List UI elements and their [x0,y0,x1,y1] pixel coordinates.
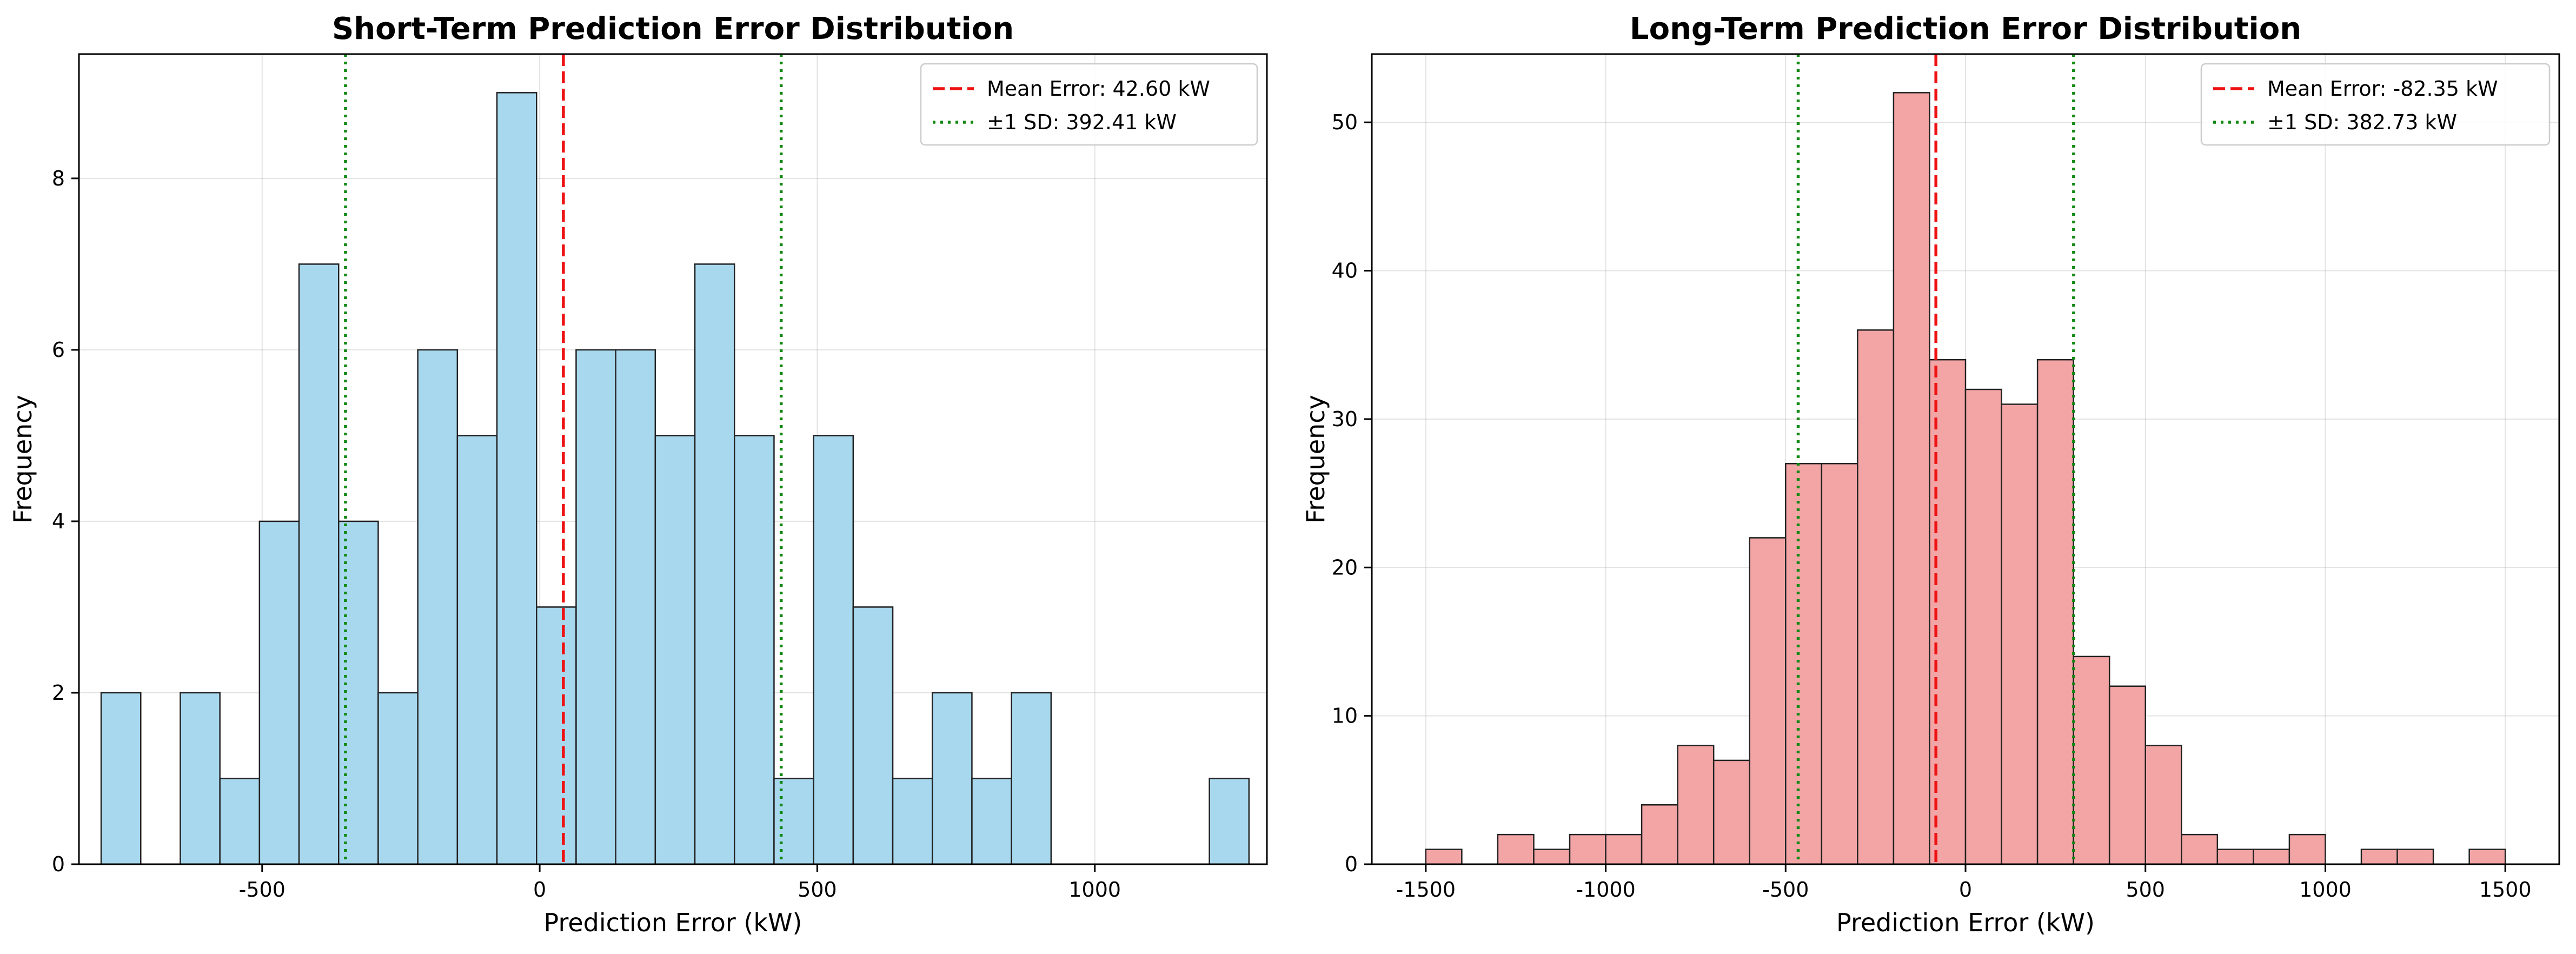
histogram-bar [2216,849,2254,865]
histogram-bar [1497,833,1535,865]
histogram-bar [1857,329,1895,865]
histogram-bar [2145,745,2182,865]
histogram-bar [734,435,775,865]
legend-sd-label: ±1 SD: 382.73 kW [2267,110,2457,134]
y-tick-label: 0 [52,852,65,876]
y-tick-label: 50 [1332,110,1358,134]
y-tick-label: 4 [52,509,65,533]
x-axis-label: Prediction Error (kW) [544,908,802,937]
chart-panel-2: Long-Term Prediction Error Distribution -… [1301,11,2560,937]
histogram-bar [417,349,459,865]
x-tick-label: -500 [239,878,286,902]
histogram-bar [654,435,696,865]
histogram-bar [1209,778,1250,865]
histogram-bar [694,263,735,865]
y-axis-label: Frequency [8,395,37,524]
y-tick-label: 30 [1332,407,1358,431]
legend: Mean Error: 42.60 kW ±1 SD: 392.41 kW [920,63,1258,146]
x-tick-label: -1000 [1576,878,1635,902]
histogram-bar [1749,537,1787,865]
x-axis-label: Prediction Error (kW) [1836,908,2095,937]
histogram-bar [931,692,973,865]
histogram-bar [2288,833,2326,865]
legend-mean-label: Mean Error: 42.60 kW [987,77,1210,101]
histogram-bar [2360,849,2398,865]
histogram-bar [180,692,221,865]
chart-title: Short-Term Prediction Error Distribution [332,11,1014,47]
x-tick-label: 500 [2126,878,2165,902]
histogram-bar [2108,685,2146,865]
y-tick-label: 20 [1332,555,1358,579]
legend-sd-label: ±1 SD: 392.41 kW [987,110,1177,134]
x-tick-label: 500 [798,878,837,902]
y-tick-label: 2 [52,681,65,705]
histogram-bar [1785,462,1823,865]
histogram-bar [1425,849,1463,865]
y-tick-label: 0 [1345,852,1358,876]
histogram-bar [1605,833,1643,865]
histogram-bar [971,778,1012,865]
chart-panel-1: Short-Term Prediction Error Distribution… [8,11,1268,937]
x-tick-label: 0 [1959,878,1972,902]
histogram-bar [2073,655,2110,865]
histogram-bar [892,778,933,865]
legend-box [920,63,1258,146]
y-tick-label: 10 [1332,704,1358,728]
histogram-bar [1964,388,2002,865]
histogram-bar [2253,849,2290,865]
x-tick-label: -1500 [1396,878,1456,902]
y-tick-label: 6 [52,338,65,362]
histogram-bar [496,92,537,865]
histogram-bar [2036,359,2074,865]
histogram-bar [813,435,854,865]
chart-title: Long-Term Prediction Error Distribution [1630,11,2301,47]
histogram-bar [575,349,616,865]
y-axis-label: Frequency [1301,395,1330,524]
legend: Mean Error: -82.35 kW ±1 SD: 382.73 kW [2200,63,2551,146]
histogram-bar [100,692,142,865]
histogram-bar [2181,833,2219,865]
histogram-bar [2468,849,2506,865]
x-tick-label: 1000 [2299,878,2352,902]
y-tick-label: 8 [52,167,65,190]
histogram-bar [615,349,656,865]
plot-frame [78,53,1268,865]
histogram-bar [1893,92,1930,865]
histogram-bar [219,778,261,865]
x-tick-label: 0 [533,878,546,902]
x-tick-label: 1000 [1068,878,1121,902]
histogram-bar [456,435,498,865]
histogram-bar [1821,462,1858,865]
histogram-bar [377,692,419,865]
legend-box [2200,63,2551,146]
x-tick-label: 1500 [2479,878,2532,902]
histogram-bar [258,520,300,865]
legend-mean-label: Mean Error: -82.35 kW [2267,77,2498,101]
histogram-bar [2001,403,2039,865]
histogram-bar [1011,692,1052,865]
y-tick-label: 40 [1332,259,1358,283]
histogram-bar [1677,745,1715,865]
histogram-bar [1712,759,1750,865]
histogram-bar [852,606,894,865]
histogram-bar [2396,849,2434,865]
x-tick-label: -500 [1762,878,1809,902]
histogram-bar [536,606,577,865]
histogram-bar [1641,804,1678,865]
histogram-bar [1533,849,1571,865]
histogram-bar [1569,833,1606,865]
histogram-bar [298,263,340,865]
